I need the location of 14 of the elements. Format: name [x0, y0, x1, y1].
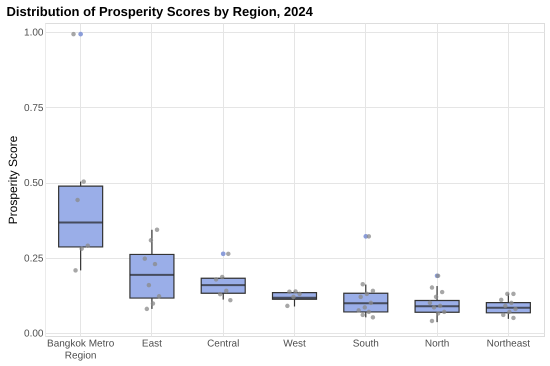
chart-title: Distribution of Prosperity Scores by Region, 2024 [6, 4, 314, 19]
y-tick-label: 0.75 [24, 102, 44, 114]
x-tick-label: Bangkok Metro Region [47, 338, 115, 362]
y-tick-label: 0.00 [24, 328, 44, 340]
y-tick-label: 0.50 [24, 178, 44, 190]
y-axis-title: Prosperity Score [6, 135, 20, 224]
x-tick-label: North [424, 338, 450, 350]
y-tick-label: 0.25 [24, 253, 44, 264]
y-tick-label: 1.00 [24, 28, 44, 39]
x-tick-label: Northeast [486, 338, 530, 350]
x-tick-label: East [142, 338, 162, 350]
x-tick-label: West [283, 338, 306, 350]
x-tick-label: South [352, 338, 379, 350]
x-tick-label: Central [207, 338, 240, 350]
